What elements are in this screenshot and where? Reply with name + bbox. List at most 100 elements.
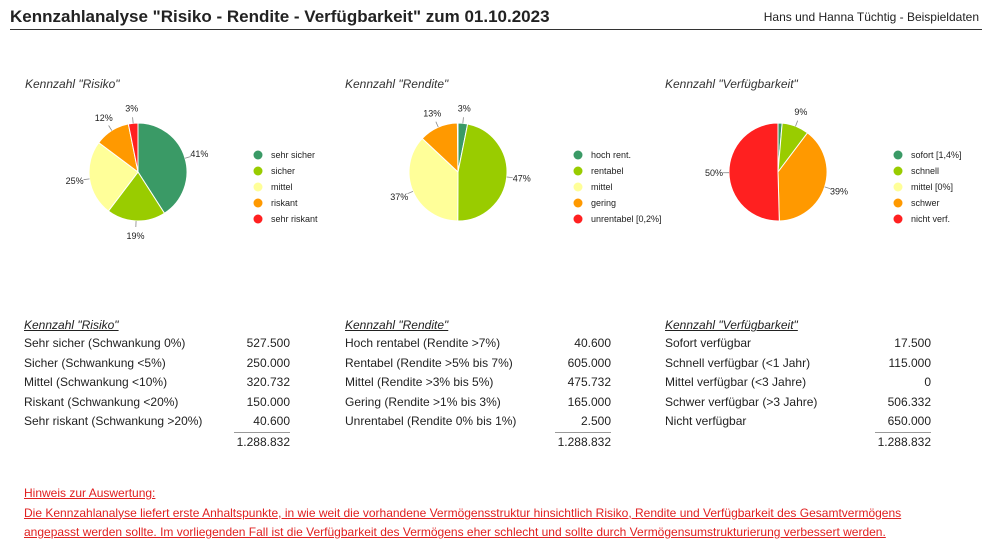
table-total: 1.288.832 [555, 431, 611, 452]
slice-label: 39% [830, 187, 848, 197]
pie-slice [408, 137, 459, 222]
pie-slice [728, 122, 780, 222]
pie-slice [457, 123, 508, 222]
row-label: Sofort verfügbar [665, 336, 752, 350]
legend-label: nicht verf. [911, 214, 950, 224]
legend-marker [573, 150, 583, 160]
table-row: Sicher (Schwankung <5%) 250.000 [24, 354, 290, 374]
table-row: Mittel verfügbar (<3 Jahre) 0 [665, 373, 931, 393]
pie-slice [456, 122, 459, 173]
row-label: Rentabel (Rendite >5% bis 7%) [345, 355, 513, 370]
slice-label-leader [462, 117, 464, 124]
legend-label: gering [591, 198, 616, 208]
table-row: Schwer verfügbar (>3 Jahre) 506.332 [665, 393, 931, 413]
slice-label-leader [795, 120, 799, 127]
row-value: 527.500 [246, 336, 290, 350]
pie-slice [107, 171, 166, 222]
legend-marker [253, 198, 263, 208]
slice-label: 47% [513, 174, 531, 184]
slice-label: 9% [794, 107, 807, 117]
pie-chart-risiko: 41% 19% 25% 12% 3% sehr sicher sicher mittel ris… [66, 103, 318, 241]
table-row: Sehr sicher (Schwankung 0%) 527.500 [24, 334, 290, 354]
legend-marker [573, 182, 583, 192]
row-label: Mittel verfügbar (<3 Jahre) [665, 375, 807, 389]
row-value: 475.732 [567, 375, 611, 389]
slice-label: 37% [390, 192, 408, 202]
legend-marker [893, 150, 903, 160]
legend-marker [893, 198, 903, 208]
slice-label-leader [83, 178, 90, 181]
total-value: 1.288.832 [557, 434, 611, 449]
legend-marker [253, 182, 263, 192]
row-label: Gering (Rendite >1% bis 3%) [345, 394, 501, 409]
legend-label: sehr sicher [271, 150, 315, 160]
table-risiko: Kennzahl "Risiko" Sehr sicher (Schwankun… [24, 316, 290, 452]
legend-label: unrentabel [0,2%] [591, 214, 662, 224]
table-verfuegbarkeit: Kennzahl "Verfügbarkeit" Sofort verfügba… [665, 316, 931, 452]
table-total: 1.288.832 [234, 431, 290, 452]
slice-label: 25% [66, 176, 84, 186]
legend-marker [573, 166, 583, 176]
legend-marker [573, 214, 583, 224]
row-value: 2.500 [580, 414, 611, 428]
row-label: Schnell verfügbar (<1 Jahr) [665, 355, 811, 370]
slice-label-leader [824, 186, 831, 190]
table-row: Schnell verfügbar (<1 Jahr) 115.000 [665, 354, 931, 374]
legend-marker [893, 182, 903, 192]
table-title: Kennzahl "Rendite" [345, 318, 449, 332]
table-row: Gering (Rendite >1% bis 3%) 165.000 [345, 393, 611, 413]
legend-label: sicher [271, 166, 295, 176]
pie-chart-verfuegbarkeit: 9% 39% 50% sofort [1,4%] schnell mittel [0%] s… [705, 107, 962, 224]
header-divider [10, 29, 982, 30]
row-label: Mittel (Schwankung <10%) [24, 375, 168, 389]
row-value: 506.332 [887, 394, 931, 409]
slice-label: 19% [126, 231, 144, 241]
row-label: Unrentabel (Rendite 0% bis 1%) [345, 414, 517, 428]
slice-label: 41% [190, 149, 208, 159]
legend-marker [253, 166, 263, 176]
row-label: Mittel (Rendite >3% bis 5%) [345, 375, 494, 389]
legend-label: sofort [1,4%] [911, 150, 962, 160]
table-row: Mittel (Rendite >3% bis 5%) 475.732 [345, 373, 611, 393]
table-row: Mittel (Schwankung <10%) 320.732 [24, 373, 290, 393]
legend-label: rentabel [591, 166, 624, 176]
legend-marker [893, 214, 903, 224]
table-title: Kennzahl "Verfügbarkeit" [665, 318, 798, 332]
legend-marker [893, 166, 903, 176]
table-total: 1.288.832 [875, 431, 931, 452]
row-label: Sehr sicher (Schwankung 0%) [24, 336, 186, 350]
note-heading: Hinweis zur Auswertung: [24, 486, 156, 500]
total-value: 1.288.832 [877, 434, 931, 449]
slice-label-leader [108, 125, 113, 131]
pie-slice [777, 132, 828, 222]
row-value: 150.000 [246, 394, 290, 409]
row-value: 165.000 [567, 394, 611, 409]
table-row: Nicht verfügbar 650.000 [665, 412, 931, 432]
slice-label: 3% [125, 103, 138, 113]
slice-label: 50% [705, 168, 723, 178]
pie-chart-rendite: 3% 47% 37% 13% hoch rent. rentabel mittel gerin… [390, 103, 662, 224]
pie-slice [127, 122, 139, 173]
chart-title-verfuegbarkeit: Kennzahl "Verfügbarkeit" [665, 77, 798, 91]
row-label: Nicht verfügbar [665, 414, 747, 428]
row-value: 115.000 [888, 355, 932, 370]
row-label: Hoch rentabel (Rendite >7%) [345, 336, 501, 350]
row-value: 650.000 [887, 414, 931, 428]
legend-label: schnell [911, 166, 939, 176]
table-row: Hoch rentabel (Rendite >7%) 40.600 [345, 334, 611, 354]
slice-label-leader [506, 176, 513, 178]
legend-label: mittel [591, 182, 613, 192]
slice-label-leader [435, 121, 439, 128]
note-line: angepasst werden sollte. Im vorliegenden… [24, 525, 886, 539]
row-value: 17.500 [894, 336, 931, 350]
legend-label: sehr riskant [271, 214, 318, 224]
slice-label-leader [132, 117, 134, 124]
slice-label-leader [407, 190, 414, 195]
legend-label: mittel [271, 182, 293, 192]
slice-label: 13% [423, 108, 441, 118]
slice-label-leader [184, 156, 191, 159]
row-label: Sicher (Schwankung <5%) [24, 355, 166, 370]
chart-title-rendite: Kennzahl "Rendite" [345, 77, 449, 91]
table-row: Sehr riskant (Schwankung >20%) 40.600 [24, 412, 290, 432]
row-value: 320.732 [246, 375, 290, 389]
